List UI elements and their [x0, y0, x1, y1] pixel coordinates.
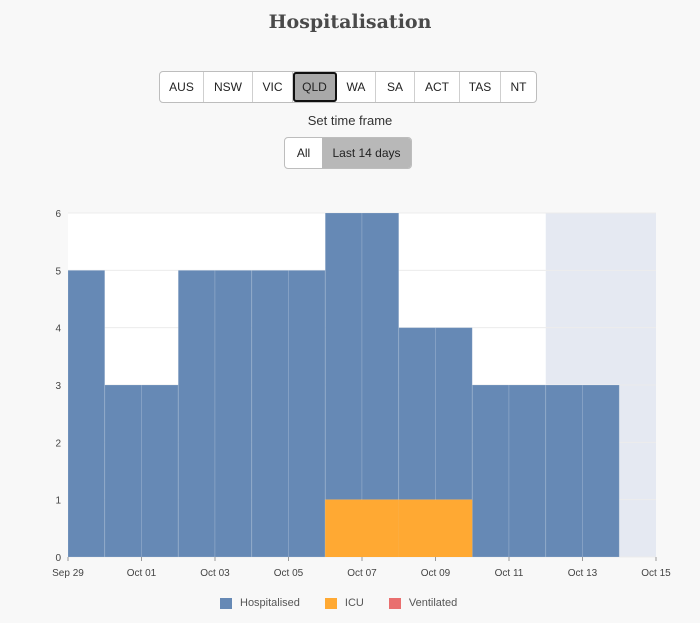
legend-item-icu: ICU — [324, 597, 364, 609]
bar-hospitalised — [288, 269, 326, 558]
bar-hospitalised — [471, 384, 510, 558]
bar-icu-overlay — [398, 499, 436, 557]
y-tick-label: 4 — [55, 324, 61, 335]
x-tick-label: Oct 07 — [347, 568, 377, 579]
bar-hospitalised — [177, 269, 216, 558]
bar-hospitalised — [104, 384, 142, 558]
timeframe-selector: All Last 14 days — [284, 137, 412, 169]
legend-label: Hospitalised — [240, 597, 300, 609]
bar-icu-overlay — [435, 499, 473, 557]
bar-hospitalised — [508, 384, 547, 558]
region-button-wa[interactable]: WA — [337, 72, 376, 102]
region-button-nsw[interactable]: NSW — [204, 72, 253, 102]
y-tick-label: 0 — [55, 553, 61, 564]
bar-icu-overlay — [325, 499, 362, 557]
timeframe-button-all[interactable]: All — [296, 146, 311, 160]
legend-label: Ventilated — [408, 597, 458, 609]
hospitalisation-chart: 0 1 2 3 4 5 6 Sep 29 Oct 01 Oct 03 Oct 05 Oct 07 Oct… — [52, 209, 671, 579]
timeframe-label: Set time frame — [307, 113, 393, 128]
x-tick-label: Oct 11 — [495, 568, 524, 579]
bar-hospitalised — [67, 269, 106, 558]
region-button-tas[interactable]: TAS — [460, 72, 501, 102]
bar-hospitalised — [545, 384, 583, 558]
bar-hospitalised — [141, 384, 179, 558]
x-tick-label: Oct 03 — [200, 568, 230, 579]
legend-item-ventilated: Ventilated — [388, 597, 458, 609]
bar-hospitalised — [214, 269, 253, 558]
y-tick-label: 3 — [55, 381, 61, 392]
y-tick-label: 2 — [55, 438, 61, 449]
y-tick-label: 1 — [55, 496, 61, 507]
x-tick-label: Oct 13 — [568, 568, 598, 579]
region-button-nt[interactable]: NT — [510, 80, 527, 94]
timeframe-button-last-14-days[interactable]: Last 14 days — [322, 138, 411, 168]
bar-hospitalised — [251, 269, 289, 558]
region-button-act[interactable]: ACT — [415, 72, 460, 102]
y-tick-label: 5 — [55, 266, 61, 277]
legend-swatch — [388, 597, 401, 609]
bar-icu-overlay — [362, 499, 399, 557]
legend-item-hospitalised: Hospitalised — [220, 597, 300, 609]
region-selector: AUS NSW VIC QLD WA SA ACT TAS NT — [159, 71, 537, 103]
region-button-aus[interactable]: AUS — [160, 72, 204, 102]
x-tick-label: Oct 15 — [641, 568, 671, 579]
x-tick-label: Oct 01 — [127, 568, 157, 579]
x-tick-label: Sep 29 — [52, 568, 84, 579]
legend-swatch — [220, 597, 232, 609]
chart-legend: Hospitalised ICU Ventilated — [220, 597, 482, 609]
bar-hospitalised — [582, 384, 620, 558]
region-button-sa[interactable]: SA — [376, 72, 415, 102]
legend-swatch — [324, 597, 337, 609]
y-tick-label: 6 — [55, 209, 61, 220]
x-tick-label: Oct 09 — [421, 568, 451, 579]
region-button-qld[interactable]: QLD — [293, 72, 337, 102]
page-title: Hospitalisation — [268, 11, 432, 33]
x-tick-label: Oct 05 — [274, 568, 304, 579]
region-button-vic[interactable]: VIC — [253, 72, 293, 102]
legend-label: ICU — [344, 597, 364, 609]
